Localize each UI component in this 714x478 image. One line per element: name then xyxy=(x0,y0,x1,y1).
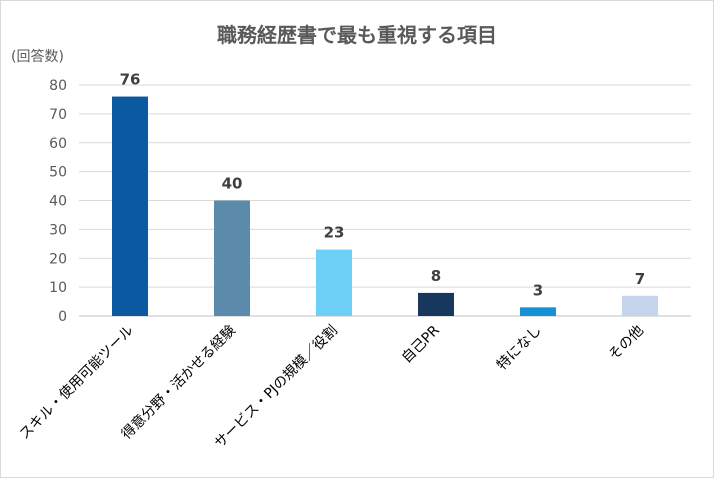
bar xyxy=(316,249,352,316)
y-tick-label: 10 xyxy=(49,280,67,296)
data-label: 76 xyxy=(120,71,141,89)
x-category-label: その他 xyxy=(606,323,647,364)
data-label: 23 xyxy=(324,224,345,242)
bar xyxy=(622,295,658,316)
y-tick-label: 50 xyxy=(49,165,67,181)
y-tick-label: 60 xyxy=(49,136,67,152)
x-category-label: スキル・使用可能ツール xyxy=(16,322,137,443)
bar xyxy=(112,96,148,316)
data-label: 40 xyxy=(222,175,243,193)
y-axis-unit-label: (回答数) xyxy=(11,49,64,65)
y-tick-label: 0 xyxy=(58,309,67,325)
data-label: 8 xyxy=(431,267,441,285)
y-tick-label: 70 xyxy=(49,107,67,123)
x-category-label: 自己PR xyxy=(399,322,443,366)
y-tick-label: 80 xyxy=(49,78,67,94)
bar xyxy=(520,307,556,316)
bar xyxy=(418,292,454,316)
data-label: 7 xyxy=(635,270,645,288)
chart-title: 職務経歴書で最も重視する項目 xyxy=(217,23,497,47)
x-category-label: 特になし xyxy=(494,323,545,374)
x-category-label: 得意分野・活かせる経験 xyxy=(118,322,239,443)
y-tick-label: 30 xyxy=(49,222,67,238)
bar xyxy=(214,200,250,316)
data-label: 3 xyxy=(533,281,543,299)
y-tick-label: 40 xyxy=(49,194,67,210)
y-tick-label: 20 xyxy=(49,251,67,267)
